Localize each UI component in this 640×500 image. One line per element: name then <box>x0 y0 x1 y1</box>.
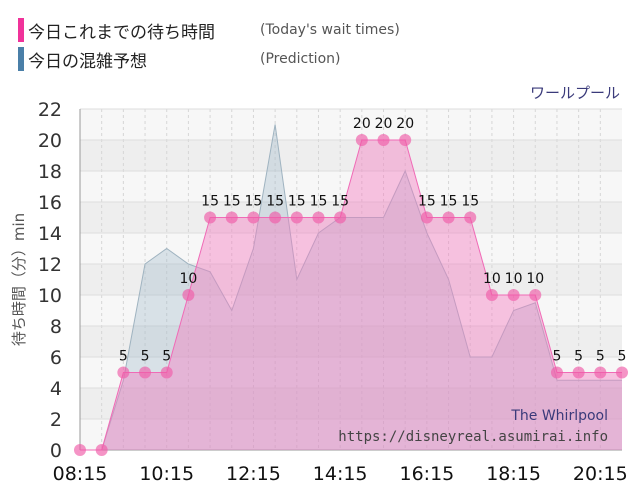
wait-time-point <box>485 289 498 301</box>
x-tick-label: 18:15 <box>486 463 541 485</box>
x-tick-label: 14:15 <box>313 463 368 485</box>
data-label: 5 <box>141 349 150 365</box>
source-url: https://disneyreal.asumirai.info <box>338 429 608 445</box>
plot-band <box>80 264 622 295</box>
legend-prediction: 今日の混雑予想 <box>18 47 147 72</box>
x-tick-label: 16:15 <box>399 463 454 485</box>
attraction-name-en: The Whirlpool <box>510 408 608 424</box>
wait-time-point <box>529 289 542 301</box>
data-label: 5 <box>552 349 561 365</box>
plot-band <box>80 140 622 171</box>
y-tick-label: 14 <box>38 223 62 245</box>
y-tick-label: 0 <box>50 440 62 462</box>
data-label: 5 <box>618 349 627 365</box>
y-tick-label: 18 <box>38 161 62 183</box>
wait-time-point <box>74 444 86 456</box>
data-label: 15 <box>288 194 306 210</box>
y-tick-label: 20 <box>38 130 62 152</box>
y-tick-label: 8 <box>50 316 62 338</box>
wait-time-point <box>225 211 238 224</box>
data-label: 20 <box>375 116 393 132</box>
wait-time-point <box>377 134 390 146</box>
prediction-area <box>80 124 622 450</box>
wait-time-point <box>182 289 195 301</box>
legend-wait-label: 今日これまでの待ち時間 <box>28 22 215 43</box>
data-label: 20 <box>396 116 414 132</box>
wait-time-point <box>420 211 433 224</box>
data-label: 15 <box>266 194 284 210</box>
attraction-name-jp: ワールプール <box>530 84 620 102</box>
legend-wait-note: (Today's wait times) <box>260 22 400 38</box>
wait-time-point <box>464 211 477 224</box>
y-tick-label: 2 <box>50 409 62 431</box>
x-tick-label: 10:15 <box>139 463 194 485</box>
y-tick-label: 4 <box>50 378 62 400</box>
data-label: 10 <box>483 271 501 287</box>
wait-time-point <box>334 211 347 224</box>
wait-time-point <box>312 211 325 224</box>
wait-time-point <box>399 134 412 146</box>
x-tick-label: 08:15 <box>53 463 108 485</box>
legend-wait-swatch <box>18 18 24 42</box>
wait-time-point <box>507 289 520 301</box>
data-label: 15 <box>418 194 436 210</box>
data-label: 20 <box>353 116 371 132</box>
wait-time-point <box>117 366 130 379</box>
wait-time-point <box>572 366 585 379</box>
x-tick-label: 12:15 <box>226 463 281 485</box>
data-label: 10 <box>526 271 544 287</box>
legend-prediction-note: (Prediction) <box>260 51 341 67</box>
wait-time-point <box>160 366 173 379</box>
wait-time-point <box>594 366 607 379</box>
data-label: 15 <box>331 194 349 210</box>
data-label: 5 <box>119 349 128 365</box>
y-tick-label: 22 <box>38 99 62 121</box>
wait-time-point <box>355 134 368 146</box>
data-label: 5 <box>162 349 171 365</box>
wait-time-point <box>290 211 303 224</box>
y-tick-label: 16 <box>38 192 62 214</box>
data-label: 15 <box>310 194 328 210</box>
y-tick-label: 12 <box>38 254 62 276</box>
y-tick-label: 10 <box>38 285 62 307</box>
data-label: 15 <box>461 194 479 210</box>
wait-time-point <box>139 366 152 379</box>
wait-time-point <box>204 211 217 224</box>
data-label: 15 <box>440 194 458 210</box>
data-label: 5 <box>574 349 583 365</box>
wait-time-point <box>247 211 260 224</box>
plot-band <box>80 388 622 419</box>
wait-time-point <box>95 444 108 456</box>
y-axis-title: 待ち時間（分）min <box>10 213 28 346</box>
data-label: 5 <box>596 349 605 365</box>
legend-prediction-swatch <box>18 47 24 71</box>
legend-prediction-label: 今日の混雑予想 <box>28 51 147 72</box>
wait-time-point <box>550 366 563 379</box>
prediction-line <box>80 124 622 451</box>
x-tick-label: 20:15 <box>573 463 628 485</box>
legend-wait: 今日これまでの待ち時間 <box>18 18 215 43</box>
data-label: 10 <box>179 271 197 287</box>
data-label: 15 <box>223 194 241 210</box>
data-label: 15 <box>245 194 263 210</box>
plot-band <box>80 326 622 357</box>
y-tick-label: 6 <box>50 347 62 369</box>
wait-time-point <box>269 211 282 224</box>
data-label: 10 <box>505 271 523 287</box>
wait-time-point <box>616 366 628 379</box>
wait-time-point <box>442 211 455 224</box>
data-label: 15 <box>201 194 219 210</box>
